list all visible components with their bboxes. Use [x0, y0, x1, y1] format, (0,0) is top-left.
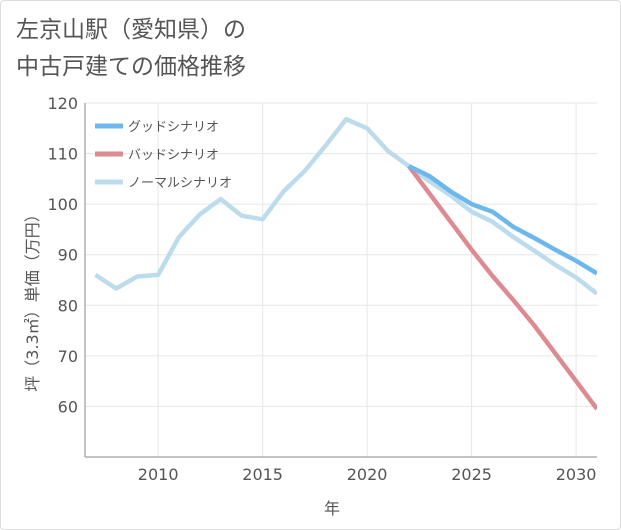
x-tick-label: 2010: [138, 465, 179, 484]
series-line-bad: [407, 164, 597, 411]
chart-title-line-1: 左京山駅（愛知県）の: [16, 17, 246, 43]
y-tick-label: 120: [47, 94, 78, 113]
y-tick-label: 110: [47, 145, 78, 164]
x-axis-label: 年: [324, 499, 340, 518]
chart-title: 左京山駅（愛知県）の 中古戸建ての価格推移: [16, 12, 246, 86]
x-tick-labels: 2010 2015 2020 2025 2030: [138, 465, 597, 484]
y-tick-label: 100: [47, 195, 78, 214]
axes: [84, 103, 597, 458]
y-tick-label: 70: [58, 347, 78, 366]
y-tick-labels: 60 70 80 90 100 110 120: [47, 94, 78, 416]
y-tick-label: 60: [58, 397, 78, 416]
x-tick-label: 2030: [556, 465, 597, 484]
y-axis-label: 坪（3.3㎡）単価（万円）: [23, 206, 42, 391]
x-tick-label: 2020: [347, 465, 388, 484]
legend-label-good: グッドシナリオ: [128, 120, 219, 135]
series-line-good: [407, 164, 597, 276]
legend-label-bad: バッドシナリオ: [128, 148, 219, 163]
y-tick-label: 80: [58, 296, 78, 315]
y-tick-label: 90: [58, 246, 78, 265]
x-tick-label: 2025: [451, 465, 492, 484]
series-line-normal: [94, 116, 597, 296]
series-layer: [94, 116, 597, 411]
x-tick-label: 2015: [242, 465, 283, 484]
legend-label-normal: ノーマルシナリオ: [128, 176, 232, 191]
chart-title-line-2: 中古戸建ての価格推移: [16, 54, 246, 80]
